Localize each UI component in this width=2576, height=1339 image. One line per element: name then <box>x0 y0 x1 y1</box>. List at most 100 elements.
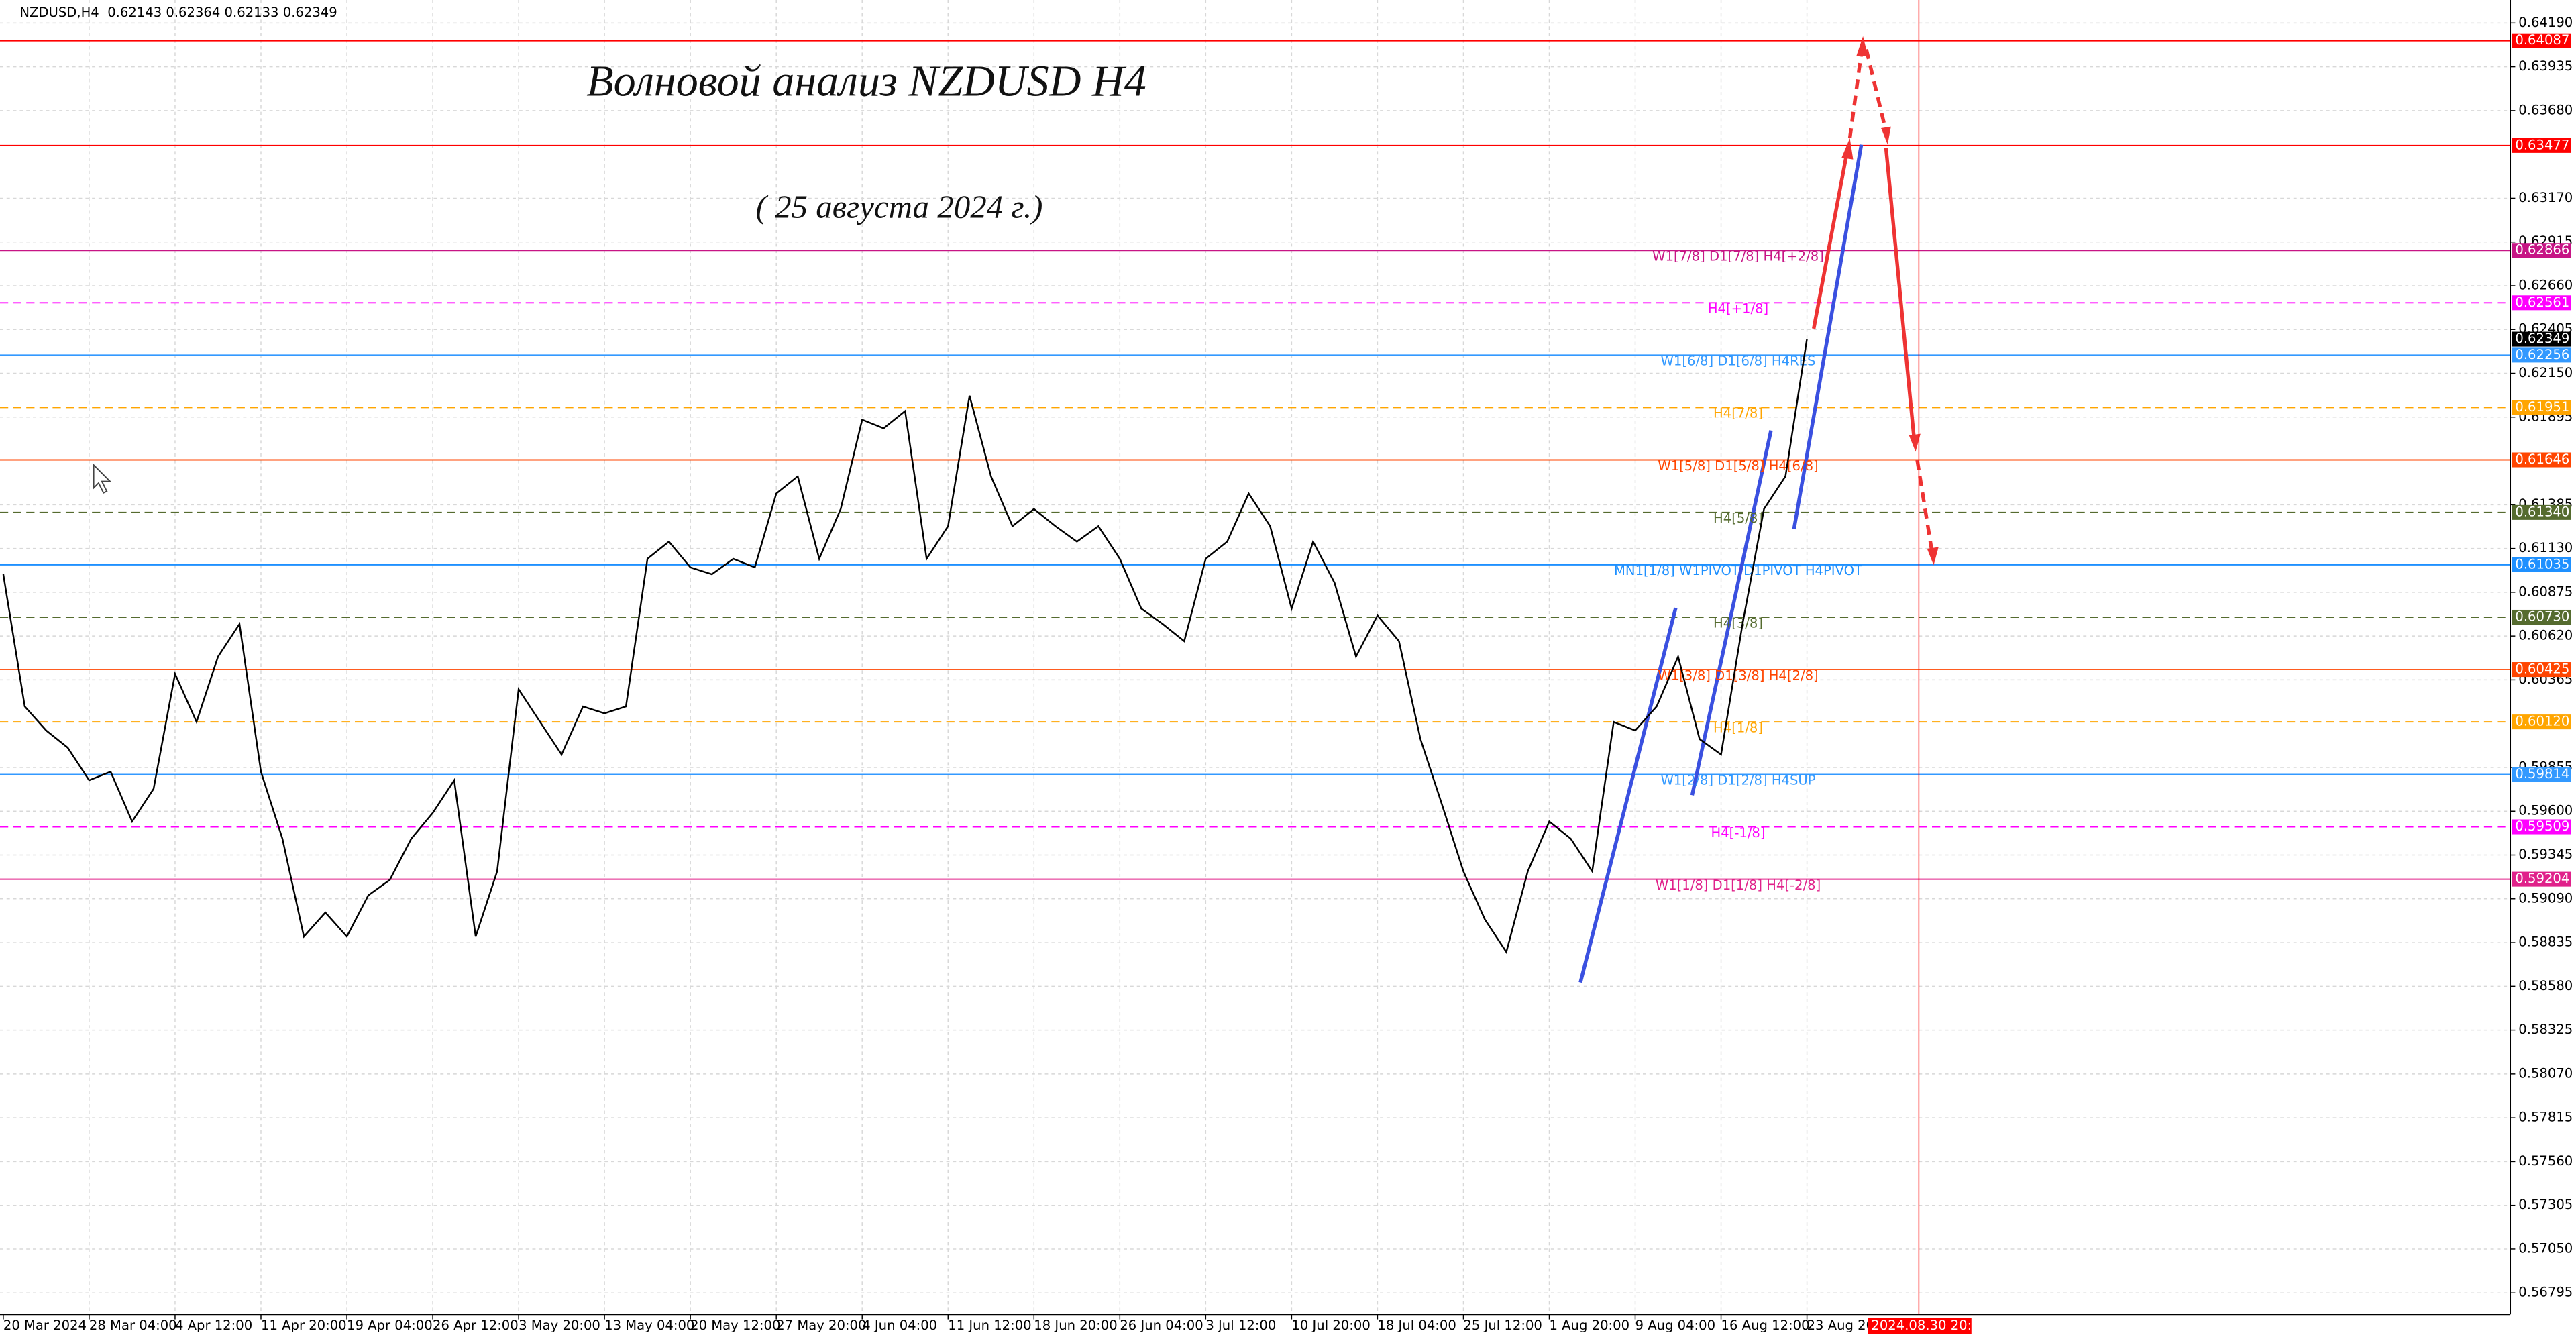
level-price-label: 0.63477 <box>2515 137 2569 152</box>
level-price-box <box>2512 295 2571 311</box>
level-note: W1[2/8] D1[2/8] H4SUP <box>1660 773 1815 788</box>
wave-drawing <box>1578 36 1939 983</box>
header: NZDUSD,H4 0.62143 0.62364 0.62133 0.6234… <box>19 5 337 20</box>
x-tick-label: 18 Jul 04:00 <box>1377 1318 1456 1333</box>
y-tick-label: 0.58580 <box>2518 978 2573 994</box>
y-tick-label: 0.57815 <box>2518 1110 2573 1125</box>
x-tick-label: 10 Jul 20:00 <box>1291 1318 1370 1333</box>
level-note: H4[5/8] <box>1713 511 1763 526</box>
y-tick-label: 0.58070 <box>2518 1065 2573 1081</box>
x-tick-label: 26 Jun 04:00 <box>1120 1318 1203 1333</box>
x-tick-label: 4 Apr 12:00 <box>175 1318 252 1333</box>
x-tick-label: 3 May 20:00 <box>519 1318 600 1333</box>
level-price-label: 0.59509 <box>2515 818 2569 834</box>
forecast-arrow <box>1884 148 1916 437</box>
level-price-box <box>2512 400 2571 415</box>
x-tick-label: 25 Jul 12:00 <box>1463 1318 1542 1333</box>
chart-subtitle: ( 25 августа 2024 г.) <box>756 189 1043 225</box>
level-price-label: 0.60730 <box>2515 608 2569 624</box>
wave-line <box>1578 607 1678 983</box>
x-tick-label: 26 Apr 12:00 <box>433 1318 519 1333</box>
y-tick-label: 0.56795 <box>2518 1285 2573 1300</box>
level-note: W1[6/8] D1[6/8] H4RES <box>1661 354 1816 369</box>
y-tick-label: 0.59090 <box>2518 890 2573 906</box>
level-price-box <box>2512 767 2571 782</box>
y-tick-label: 0.60620 <box>2518 628 2573 643</box>
level-price-label: 0.59814 <box>2515 766 2569 782</box>
x-tick-label: 28 Mar 04:00 <box>89 1318 177 1333</box>
level-price-label: 0.61646 <box>2515 451 2569 467</box>
y-tick-label: 0.60875 <box>2518 584 2573 599</box>
crosshair-box <box>1868 1318 1972 1334</box>
x-tick-label: 1 Aug 20:00 <box>1549 1318 1629 1333</box>
crosshair-label: 2024.08.30 20:00 <box>1871 1318 1988 1333</box>
level-price-label: 0.62561 <box>2515 294 2569 310</box>
x-tick-label: 11 Jun 12:00 <box>948 1318 1031 1333</box>
x-tick-label: 20 Mar 2024 <box>3 1318 87 1333</box>
x-tick-label: 11 Apr 20:00 <box>261 1318 347 1333</box>
level-price-box <box>2512 662 2571 678</box>
level-note: H4[3/8] <box>1713 615 1763 631</box>
forecast-arrow <box>1812 154 1849 329</box>
grid-layer <box>0 0 2511 1315</box>
level-price-box <box>2512 609 2571 625</box>
x-tick-label: 3 Jul 12:00 <box>1205 1318 1276 1333</box>
wave-line <box>1792 144 1864 530</box>
level-price-box <box>2512 504 2571 520</box>
y-tick-label: 0.57560 <box>2518 1153 2573 1169</box>
level-price-box <box>2512 138 2571 153</box>
level-price-box <box>2512 452 2571 468</box>
x-tick-label: 18 Jun 20:00 <box>1034 1318 1117 1333</box>
x-tick-label: 4 Jun 04:00 <box>862 1318 937 1333</box>
y-tick-label: 0.63680 <box>2518 102 2573 117</box>
level-price-box <box>2512 33 2571 48</box>
level-note: W1[3/8] D1[3/8] H4[2/8] <box>1658 667 1818 683</box>
x-tick-label: 9 Aug 04:00 <box>1635 1318 1716 1333</box>
last-price-box <box>2512 331 2571 347</box>
x-tick-label: 27 May 20:00 <box>776 1318 866 1333</box>
x-tick-label: 23 Aug 20 <box>1807 1318 1875 1333</box>
x-tick-label: 19 Apr 04:00 <box>347 1318 433 1333</box>
level-price-label: 0.60120 <box>2515 714 2569 729</box>
forecast-arrow <box>1864 48 1888 132</box>
price-line <box>2 339 1808 955</box>
level-note: H4[+1/8] <box>1708 301 1768 317</box>
y-tick-label: 0.57050 <box>2518 1240 2573 1256</box>
level-price-box <box>2512 819 2571 835</box>
level-price-label: 0.61035 <box>2515 556 2569 572</box>
level-note: H4[1/8] <box>1713 720 1763 735</box>
y-tick-label: 0.59600 <box>2518 803 2573 818</box>
level-price-label: 0.62866 <box>2515 242 2569 258</box>
level-note: H4[7/8] <box>1713 406 1763 421</box>
level-price-box <box>2512 871 2571 887</box>
level-price-label: 0.61340 <box>2515 504 2569 519</box>
y-tick-label: 0.57305 <box>2518 1197 2573 1212</box>
x-tick-label: 13 May 04:00 <box>604 1318 694 1333</box>
last-price-label: 0.62349 <box>2515 331 2569 346</box>
y-tick-label: 0.59345 <box>2518 847 2573 862</box>
level-price-label: 0.60425 <box>2515 661 2569 677</box>
y-tick-label: 0.58835 <box>2518 934 2573 950</box>
level-note: W1[7/8] D1[7/8] H4[+2/8] <box>1652 249 1824 264</box>
mouse-cursor <box>93 463 112 494</box>
level-price-label: 0.62256 <box>2515 347 2569 362</box>
level-note: W1[1/8] D1[1/8] H4[-2/8] <box>1656 877 1821 893</box>
x-tick-label: 16 Aug 12:00 <box>1721 1318 1810 1333</box>
level-price-label: 0.59204 <box>2515 871 2569 886</box>
wave-line <box>1690 430 1773 796</box>
y-tick-label: 0.64190 <box>2518 15 2573 30</box>
y-tick-label: 0.58325 <box>2518 1022 2573 1037</box>
y-tick-label: 0.62150 <box>2518 365 2573 380</box>
forecast-arrow <box>1847 52 1864 139</box>
level-price-box <box>2512 557 2571 572</box>
level-price-label: 0.61951 <box>2515 399 2569 415</box>
level-price-box <box>2512 347 2571 363</box>
y-tick-label: 0.61130 <box>2518 540 2573 555</box>
level-note: MN1[1/8] W1PIVOT D1PIVOT H4PIVOT <box>1614 563 1863 578</box>
y-tick-label: 0.63170 <box>2518 190 2573 205</box>
x-tick-label: 20 May 12:00 <box>690 1318 780 1333</box>
level-note: W1[5/8] D1[5/8] H4[6/8] <box>1658 458 1818 474</box>
y-tick-label: 0.62660 <box>2518 277 2573 292</box>
